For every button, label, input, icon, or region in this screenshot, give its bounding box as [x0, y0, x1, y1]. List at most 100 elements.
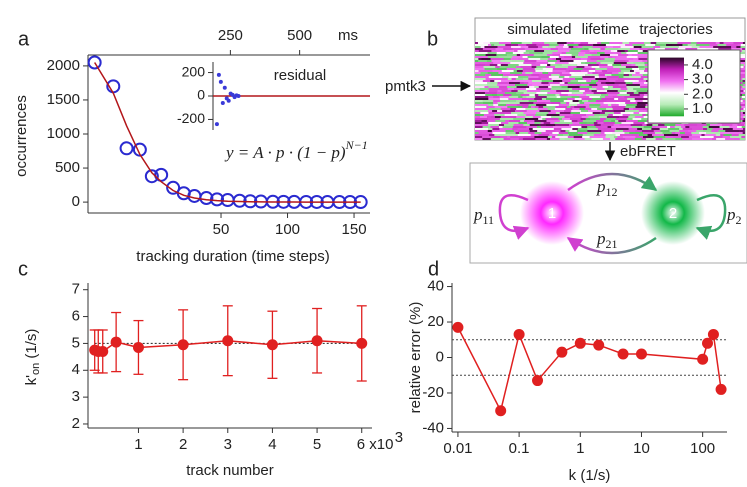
- heatmap-cell: [586, 60, 598, 62]
- heatmap-cell: [485, 64, 491, 66]
- heatmap-cell: [475, 102, 484, 104]
- heatmap-cell: [581, 84, 590, 86]
- heatmap-cell: [571, 92, 584, 94]
- heatmap-cell: [529, 86, 535, 88]
- heatmap-cell: [603, 128, 613, 130]
- heatmap-cell: [498, 86, 508, 88]
- heatmap-cell: [664, 48, 679, 50]
- heatmap-cell: [554, 98, 568, 100]
- heatmap-cell: [588, 100, 597, 102]
- heatmap-cell: [562, 80, 571, 82]
- heatmap-cell: [739, 102, 745, 104]
- heatmap-cell: [545, 118, 560, 120]
- heatmap-cell: [639, 112, 650, 114]
- heatmap-cell: [626, 62, 634, 64]
- heatmap-cell: [525, 88, 537, 90]
- heatmap-cell: [544, 50, 559, 52]
- heatmap-cell: [558, 56, 565, 58]
- heatmap-cell: [577, 120, 584, 122]
- heatmap-cell: [475, 138, 483, 140]
- y-tick-label: 1500: [47, 91, 80, 108]
- heatmap-cell: [632, 68, 640, 70]
- heatmap-cell: [712, 128, 724, 130]
- heatmap-cell: [548, 46, 557, 48]
- heatmap-cell: [478, 62, 488, 64]
- heatmap-cell: [520, 74, 532, 76]
- heatmap-cell: [613, 110, 626, 112]
- heatmap-cell: [518, 44, 527, 46]
- heatmap-cell: [475, 104, 489, 106]
- heatmap-cell: [475, 126, 484, 128]
- heatmap-cell: [580, 50, 590, 52]
- heatmap-cell: [589, 106, 601, 108]
- heatmap-cell: [665, 136, 674, 138]
- heatmap-cell: [536, 100, 551, 102]
- heatmap-cell: [488, 90, 498, 92]
- heatmap-cell: [737, 124, 745, 126]
- heatmap-cell: [612, 96, 625, 98]
- heatmap-cell: [555, 106, 568, 108]
- heatmap-cell: [632, 126, 642, 128]
- heatmap-cell: [671, 132, 676, 134]
- heatmap-cell: [485, 54, 497, 56]
- data-point: [574, 337, 586, 349]
- heatmap-cell: [739, 138, 745, 140]
- heatmap-cell: [488, 76, 503, 78]
- heatmap-cell: [630, 100, 637, 102]
- heatmap-cell: [593, 50, 602, 52]
- heatmap-cell: [601, 130, 616, 132]
- heatmap-cell: [537, 48, 552, 50]
- y-tick-label: 40: [427, 278, 444, 295]
- heatmap-cell: [510, 100, 517, 102]
- heatmap-cell: [509, 84, 516, 86]
- heatmap-cell: [489, 42, 500, 44]
- heatmap-cell: [475, 110, 489, 112]
- data-point: [701, 337, 713, 349]
- heatmap-cell: [532, 116, 542, 118]
- heatmap-cell: [590, 52, 598, 54]
- heatmap-cell: [479, 88, 490, 90]
- heatmap-cell: [488, 96, 494, 98]
- heatmap-cell: [655, 138, 663, 140]
- heatmap-cell: [531, 66, 537, 68]
- heatmap-cell: [739, 88, 745, 90]
- x-tick-label: 100: [275, 221, 300, 238]
- heatmap-cell: [580, 42, 589, 44]
- heatmap-cell: [537, 46, 543, 48]
- heatmap-cell: [741, 50, 745, 52]
- heatmap-cell: [510, 42, 523, 44]
- heatmap-cell: [561, 72, 571, 74]
- heatmap-cell: [740, 56, 745, 58]
- heatmap-cell: [572, 108, 581, 110]
- heatmap-cell: [515, 132, 520, 134]
- heatmap-cell: [518, 106, 523, 108]
- heatmap-cell: [550, 138, 560, 140]
- heatmap-cell: [522, 138, 536, 140]
- heatmap-cell: [561, 52, 567, 54]
- heatmap-cell: [579, 82, 589, 84]
- heatmap-cell: [638, 134, 649, 136]
- transition-symbol: p: [596, 229, 606, 248]
- colorbar-tick-label: 2.0: [692, 85, 713, 102]
- heatmap-cell: [733, 42, 744, 44]
- fit-line: [94, 62, 361, 203]
- x-tick-label: 50: [213, 221, 230, 238]
- heatmap-cell: [555, 136, 569, 138]
- heatmap-cell: [485, 94, 493, 96]
- heatmap-cell: [545, 70, 554, 72]
- heatmap-cell: [558, 104, 570, 106]
- heatmap-cell: [493, 100, 501, 102]
- heatmap-cell: [606, 116, 620, 118]
- heatmap-cell: [504, 134, 519, 136]
- heatmap-cell: [555, 94, 561, 96]
- heatmap-cell: [490, 80, 495, 82]
- heatmap-cell: [475, 74, 486, 76]
- heatmap-cell: [559, 114, 574, 116]
- heatmap-cell: [611, 106, 626, 108]
- heatmap-cell: [495, 120, 506, 122]
- heatmap-cell: [528, 76, 539, 78]
- heatmap-cell: [630, 70, 635, 72]
- heatmap-cell: [475, 76, 490, 78]
- heatmap-cell: [633, 88, 648, 90]
